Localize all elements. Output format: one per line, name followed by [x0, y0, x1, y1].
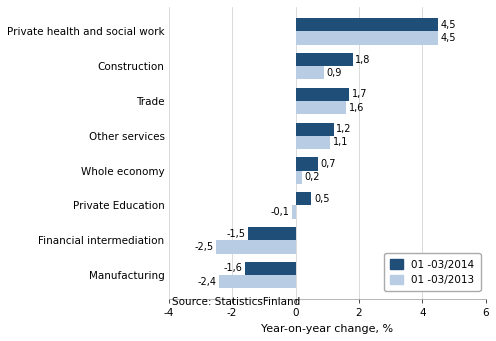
Bar: [248, 227, 296, 240]
Text: 0,5: 0,5: [314, 194, 329, 204]
Text: 1,6: 1,6: [349, 103, 364, 113]
Bar: [216, 240, 296, 253]
Bar: [296, 136, 330, 149]
Text: -1,6: -1,6: [223, 264, 242, 273]
Text: -0,1: -0,1: [271, 207, 290, 217]
Bar: [296, 101, 346, 114]
Bar: [296, 192, 311, 205]
Text: -2,4: -2,4: [198, 277, 217, 287]
Bar: [296, 122, 334, 136]
Text: Source: StatisticsFinland: Source: StatisticsFinland: [172, 297, 300, 307]
Text: 1,8: 1,8: [355, 55, 371, 64]
Bar: [296, 18, 438, 31]
Text: 1,1: 1,1: [333, 137, 348, 147]
Text: 1,2: 1,2: [336, 124, 352, 134]
Bar: [296, 66, 324, 79]
Text: 4,5: 4,5: [441, 33, 456, 43]
Legend: 01 -03/2014, 01 -03/2013: 01 -03/2014, 01 -03/2013: [384, 253, 481, 291]
Text: 1,7: 1,7: [352, 89, 368, 99]
Text: 0,9: 0,9: [326, 68, 342, 78]
Bar: [245, 262, 296, 275]
Bar: [296, 31, 438, 45]
Bar: [296, 53, 353, 66]
Text: -2,5: -2,5: [194, 242, 214, 252]
Text: 4,5: 4,5: [441, 20, 456, 30]
Bar: [296, 170, 302, 184]
X-axis label: Year-on-year change, %: Year-on-year change, %: [261, 324, 393, 334]
Text: 0,2: 0,2: [305, 172, 320, 182]
Bar: [292, 205, 296, 219]
Text: -1,5: -1,5: [227, 229, 246, 239]
Bar: [296, 158, 318, 170]
Bar: [219, 275, 296, 288]
Text: 0,7: 0,7: [320, 159, 336, 169]
Bar: [296, 88, 349, 101]
